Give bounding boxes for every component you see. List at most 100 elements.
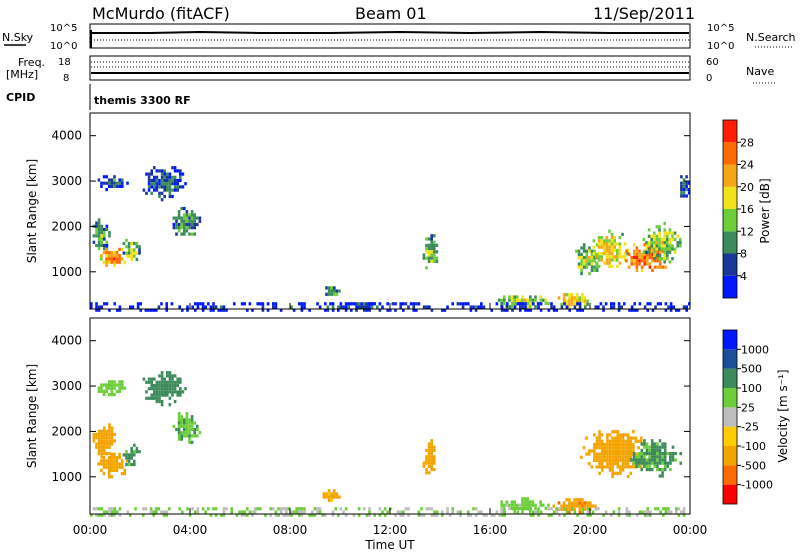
data-cell <box>147 185 151 189</box>
data-cell <box>110 426 114 430</box>
data-cell <box>629 465 633 469</box>
data-cell <box>105 465 108 469</box>
data-cell <box>602 308 605 312</box>
data-cell <box>327 292 331 296</box>
data-cell <box>648 256 652 260</box>
data-cell <box>582 249 586 253</box>
data-cell <box>675 510 678 514</box>
data-cell <box>616 452 620 456</box>
data-cell <box>643 510 647 514</box>
data-cell <box>100 439 103 443</box>
data-cell <box>186 308 189 312</box>
data-cell <box>110 389 114 393</box>
cpid-label: CPID <box>6 91 35 104</box>
data-cell <box>590 259 594 263</box>
data-cell <box>565 302 569 306</box>
data-cell <box>586 504 589 508</box>
nsearch-bottom-tick: 10^0 <box>707 41 734 52</box>
data-cell <box>633 243 636 247</box>
data-cell <box>152 510 155 514</box>
data-cell <box>181 510 184 514</box>
data-cell <box>100 240 103 244</box>
data-cell <box>613 248 616 252</box>
data-cell <box>603 239 606 243</box>
data-cell <box>176 169 179 173</box>
data-cell <box>505 305 509 309</box>
data-cell <box>150 185 153 189</box>
data-cell <box>175 222 178 227</box>
data-cell <box>524 507 527 511</box>
colorbar-tick-label: 28 <box>740 136 754 149</box>
data-cell <box>653 241 656 245</box>
data-cell <box>150 172 153 176</box>
data-cell <box>595 255 598 259</box>
data-cell <box>127 459 131 463</box>
data-cell <box>324 513 327 517</box>
data-cell <box>107 459 111 463</box>
data-cell <box>663 234 666 238</box>
data-cell <box>430 259 433 263</box>
data-cell <box>632 452 636 456</box>
data-cell <box>626 433 630 437</box>
data-cell <box>365 305 369 309</box>
data-cell <box>184 387 187 391</box>
data-cell <box>469 308 473 312</box>
data-cell <box>190 424 194 428</box>
data-cell <box>593 455 596 459</box>
data-cell <box>188 213 191 217</box>
data-cell <box>102 459 106 463</box>
data-cell <box>682 181 686 185</box>
data-cell <box>412 305 415 309</box>
data-cell <box>97 240 101 244</box>
data-cell <box>671 237 674 242</box>
data-cell <box>383 507 387 511</box>
data-cell <box>115 459 119 463</box>
data-cell <box>560 305 564 309</box>
data-cell <box>217 308 220 312</box>
data-cell <box>171 178 174 183</box>
data-cell <box>285 507 288 511</box>
data-cell <box>640 461 644 465</box>
data-cell <box>194 302 197 306</box>
data-cell <box>158 178 161 183</box>
data-cell <box>176 377 179 381</box>
data-cell <box>113 393 116 397</box>
data-cell <box>595 439 599 443</box>
data-cell <box>105 436 109 440</box>
data-cell <box>605 248 609 252</box>
data-cell <box>539 308 543 312</box>
data-cell <box>658 468 662 472</box>
data-cell <box>115 181 119 185</box>
data-cell <box>165 302 168 306</box>
data-cell <box>179 380 182 384</box>
data-cell <box>626 252 629 256</box>
data-cell <box>160 172 164 176</box>
data-cell <box>587 462 591 466</box>
data-cell <box>613 455 617 459</box>
data-cell <box>526 497 529 501</box>
data-cell <box>671 247 674 251</box>
data-cell <box>230 510 233 514</box>
data-cell <box>214 507 218 511</box>
data-cell <box>639 465 643 469</box>
data-cell <box>153 175 156 179</box>
data-cell <box>92 439 96 443</box>
data-cell <box>603 252 606 256</box>
data-cell <box>160 302 163 306</box>
data-cell <box>277 513 280 517</box>
data-cell <box>493 513 496 517</box>
data-cell <box>212 308 215 312</box>
data-cell <box>253 510 257 514</box>
data-cell <box>591 510 595 514</box>
data-cell <box>103 243 106 248</box>
data-cell <box>594 507 597 511</box>
data-cell <box>163 182 166 186</box>
data-cell <box>261 305 265 309</box>
station-title: McMurdo (fitACF) <box>92 4 230 23</box>
date-title: 11/Sep/2011 <box>593 4 695 23</box>
data-cell <box>626 449 630 453</box>
data-cell <box>110 475 114 479</box>
data-cell <box>660 257 664 261</box>
data-cell <box>185 418 189 422</box>
data-cell <box>160 191 164 195</box>
